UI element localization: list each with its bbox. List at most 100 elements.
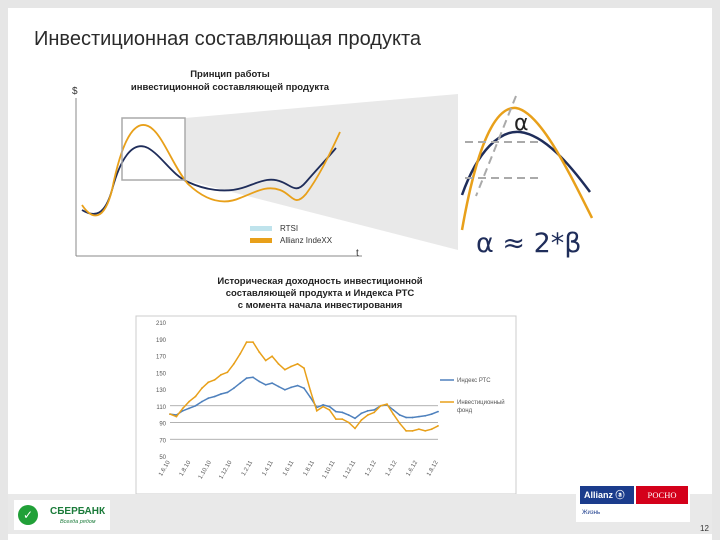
data-point [354, 417, 356, 420]
data-point [290, 365, 293, 368]
chart-title: Историческая доходность инвестиционной с… [170, 276, 470, 312]
data-point [386, 403, 388, 405]
data-point [252, 376, 254, 379]
data-point [322, 404, 324, 406]
data-point [239, 382, 242, 384]
diagram-line-indexx [81, 124, 341, 217]
data-point [220, 373, 222, 376]
data-point [252, 341, 254, 343]
data-point [328, 405, 331, 408]
y-tick-label: 210 [156, 321, 167, 327]
page-number: 12 [700, 524, 709, 533]
data-point [277, 363, 280, 365]
y-tick-label: 190 [156, 338, 167, 344]
chart-title-line1: Историческая доходность инвестиционной [217, 276, 423, 287]
y-tick-label: 170 [156, 355, 167, 361]
data-point [245, 341, 248, 343]
data-point [366, 414, 369, 416]
data-point [437, 410, 439, 413]
data-point [201, 400, 203, 403]
data-point [188, 400, 191, 403]
data-point [309, 389, 312, 392]
data-point [258, 351, 261, 353]
data-point [341, 411, 344, 414]
legend-label: фонд [457, 408, 473, 414]
data-point [328, 409, 331, 411]
data-point [418, 415, 420, 418]
y-tick-label: 90 [159, 422, 166, 428]
data-point [360, 419, 363, 421]
data-point [188, 407, 191, 410]
legend-label-rtsi: RTSI [280, 224, 298, 233]
data-point [296, 384, 299, 387]
zoom-connector [185, 94, 458, 250]
data-point [175, 415, 178, 418]
data-point [207, 397, 210, 400]
data-point [430, 428, 433, 431]
data-point [169, 413, 171, 415]
diagram-x-label: t [356, 248, 359, 259]
legend-label-indexx: Allianz IndeXX [280, 236, 333, 245]
legend-swatch-rtsi [250, 226, 272, 231]
alpha-label: α [514, 111, 529, 136]
sberbank-emblem-icon: ✓ [18, 505, 38, 525]
diagram-title-line1: Принцип работы [190, 69, 270, 80]
data-point [379, 404, 382, 407]
data-point [284, 368, 286, 371]
zoom-detail: α α ≈ 2*β [458, 94, 598, 259]
data-point [347, 421, 350, 424]
data-point [213, 378, 216, 381]
data-point [245, 377, 248, 379]
data-point [392, 413, 395, 415]
data-point [271, 382, 273, 384]
data-point [258, 380, 261, 383]
data-point [392, 409, 395, 411]
diagram-title: Принцип работы инвестиционной составляющ… [100, 68, 360, 94]
data-point [430, 413, 433, 415]
data-point [322, 405, 324, 408]
frame-right [712, 0, 720, 540]
formula-label: α ≈ 2*β [476, 228, 582, 259]
data-point [347, 414, 350, 416]
slide-title: Инвестиционная составляющая продукта [34, 28, 422, 50]
zoom-dash-3 [475, 95, 517, 197]
y-tick-label: 130 [156, 388, 167, 394]
principle-diagram: $ t RTSI Allianz IndeXX [72, 86, 458, 259]
data-point [232, 363, 235, 365]
y-tick-label: 110 [156, 405, 166, 411]
zhizn-label: Жизнь [582, 510, 601, 516]
data-point [341, 418, 344, 420]
diagram-title-line2: инвестиционной составляющей продукта [130, 82, 330, 93]
rosno-wordmark: РОСНО [636, 486, 688, 504]
data-point [335, 418, 337, 420]
data-point [309, 396, 312, 399]
sberbank-tagline: Всегда рядом [60, 519, 96, 525]
data-point [303, 387, 305, 390]
data-point [398, 414, 401, 416]
data-point [335, 410, 337, 413]
data-point [194, 404, 197, 407]
data-point [315, 409, 318, 412]
chart-title-line2: составляющей продукта и Индекса РТС [225, 288, 415, 299]
data-point [437, 425, 439, 427]
data-point [284, 388, 286, 391]
data-point [296, 363, 299, 365]
data-point [194, 395, 197, 398]
data-point [424, 414, 427, 417]
data-point [181, 407, 184, 410]
data-point [366, 409, 369, 412]
data-point [232, 387, 235, 390]
sberbank-logo: ✓ СБЕРБАНК Всегда рядом [14, 500, 110, 530]
diagram-y-label: $ [72, 86, 78, 97]
data-point [411, 430, 414, 432]
allianz-wordmark: Allianz ⓐ [580, 486, 634, 504]
data-point [271, 355, 273, 358]
data-point [201, 387, 203, 390]
data-point [239, 352, 242, 355]
data-point [418, 428, 420, 431]
frame-left [0, 0, 8, 540]
zoom-line-indexx [460, 106, 594, 231]
data-point [264, 359, 267, 362]
legend-label: Индекс РТС [457, 378, 491, 384]
